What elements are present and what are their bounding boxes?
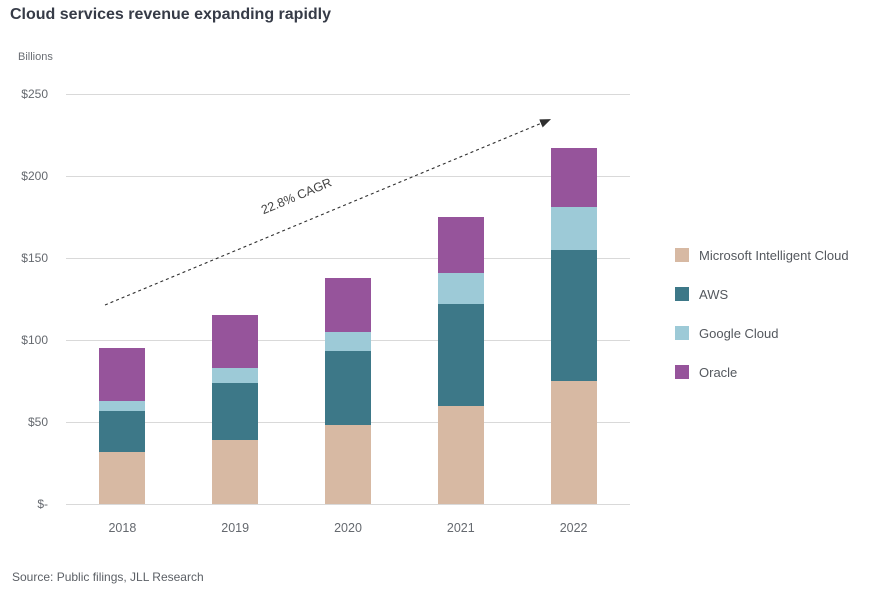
bar-segment-microsoft-intelligent-cloud-2019 bbox=[212, 440, 259, 504]
y-axis-label-50: $50 bbox=[27, 415, 48, 429]
legend-label-microsoft-intelligent-cloud: Microsoft Intelligent Cloud bbox=[699, 247, 849, 263]
trend-arrow-line bbox=[104, 119, 552, 306]
bar-segment-aws-2020 bbox=[325, 351, 371, 426]
bar-segment-oracle-2022 bbox=[550, 148, 597, 208]
legend-label-oracle: Oracle bbox=[699, 364, 738, 380]
legend-label-aws: AWS bbox=[699, 286, 729, 302]
bar-segment-google-cloud-2019 bbox=[212, 367, 259, 383]
source-note: Source: Public filings, JLL Research bbox=[12, 570, 204, 584]
bar-segment-google-cloud-2022 bbox=[550, 207, 597, 250]
chart-title: Cloud services revenue expanding rapidly bbox=[10, 6, 331, 23]
bar-segment-microsoft-intelligent-cloud-2018 bbox=[99, 451, 146, 504]
legend: Microsoft Intelligent Cloud AWS Google Clo… bbox=[675, 248, 849, 404]
y-axis-label-0: $- bbox=[37, 497, 48, 511]
bar-segment-microsoft-intelligent-cloud-2020 bbox=[325, 425, 371, 504]
legend-item-oracle: Oracle bbox=[675, 364, 849, 380]
bar-segment-oracle-2021 bbox=[437, 217, 484, 273]
x-axis-label-2021: 2021 bbox=[446, 521, 475, 535]
x-axis-label-2019: 2019 bbox=[221, 521, 250, 535]
bar-segment-aws-2021 bbox=[437, 303, 484, 406]
oracle-swatch-icon bbox=[675, 365, 689, 379]
google-cloud-swatch-icon bbox=[675, 326, 689, 340]
bar-segment-aws-2022 bbox=[550, 249, 597, 381]
bar-segment-aws-2019 bbox=[212, 382, 259, 441]
bar-segment-google-cloud-2020 bbox=[325, 331, 371, 352]
x-axis-label-2022: 2022 bbox=[559, 521, 588, 535]
gridline-250 bbox=[66, 93, 630, 95]
legend-item-google-cloud: Google Cloud bbox=[675, 325, 849, 341]
gridline-150 bbox=[66, 257, 630, 259]
x-axis-label-2018: 2018 bbox=[108, 521, 137, 535]
y-axis-label-200: $200 bbox=[21, 169, 48, 183]
microsoft-intelligent-cloud-swatch-icon bbox=[675, 248, 689, 262]
bar-segment-oracle-2019 bbox=[212, 315, 259, 368]
legend-label-google-cloud: Google Cloud bbox=[699, 325, 779, 341]
aws-swatch-icon bbox=[675, 287, 689, 301]
bar-segment-microsoft-intelligent-cloud-2022 bbox=[550, 381, 597, 504]
x-axis-label-2020: 2020 bbox=[334, 521, 362, 535]
bar-segment-oracle-2018 bbox=[99, 348, 146, 401]
bar-segment-aws-2018 bbox=[99, 410, 146, 452]
legend-item-aws: AWS bbox=[675, 286, 849, 302]
bar-segment-microsoft-intelligent-cloud-2021 bbox=[437, 405, 484, 504]
gridline-200 bbox=[66, 175, 630, 177]
y-axis-label-100: $100 bbox=[21, 333, 48, 347]
y-axis-label-150: $150 bbox=[21, 251, 48, 265]
cagr-annotation-label: 22.8% CAGR bbox=[259, 175, 334, 217]
bar-segment-oracle-2020 bbox=[325, 277, 371, 332]
gridline-0 bbox=[66, 503, 630, 505]
bar-segment-google-cloud-2021 bbox=[437, 272, 484, 304]
legend-item-microsoft-intelligent-cloud: Microsoft Intelligent Cloud bbox=[675, 247, 849, 263]
y-axis-unit-label: Billions bbox=[18, 51, 53, 63]
bar-segment-google-cloud-2018 bbox=[99, 400, 146, 411]
y-axis-label-250: $250 bbox=[21, 87, 48, 101]
